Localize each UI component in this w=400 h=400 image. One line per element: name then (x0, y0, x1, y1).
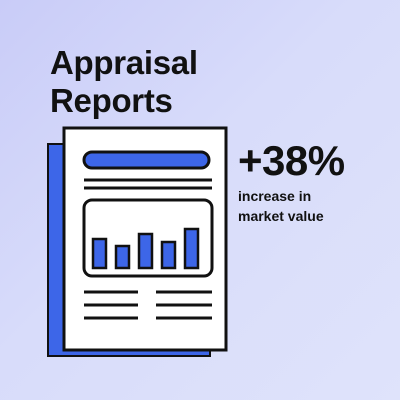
report-document-icon (40, 120, 230, 375)
chart-bar (114, 244, 131, 270)
chart-bar (183, 227, 200, 270)
chart-bars (91, 227, 200, 270)
page-title: Appraisal Reports (50, 44, 198, 120)
header-bar (82, 150, 211, 170)
stat-caption-line-2: market value (238, 208, 324, 224)
report-illustration (47, 126, 228, 357)
stat-block: +38% increase in market value (238, 138, 388, 226)
chart-bar (137, 232, 154, 270)
stat-caption-line-1: increase in (238, 188, 312, 204)
chart-bar (160, 240, 177, 270)
stat-value: +38% (238, 137, 345, 184)
stat-caption: increase in market value (238, 186, 388, 226)
chart-bar (91, 237, 108, 270)
title-line-1: Appraisal (50, 44, 198, 81)
title-line-2: Reports (50, 82, 173, 119)
